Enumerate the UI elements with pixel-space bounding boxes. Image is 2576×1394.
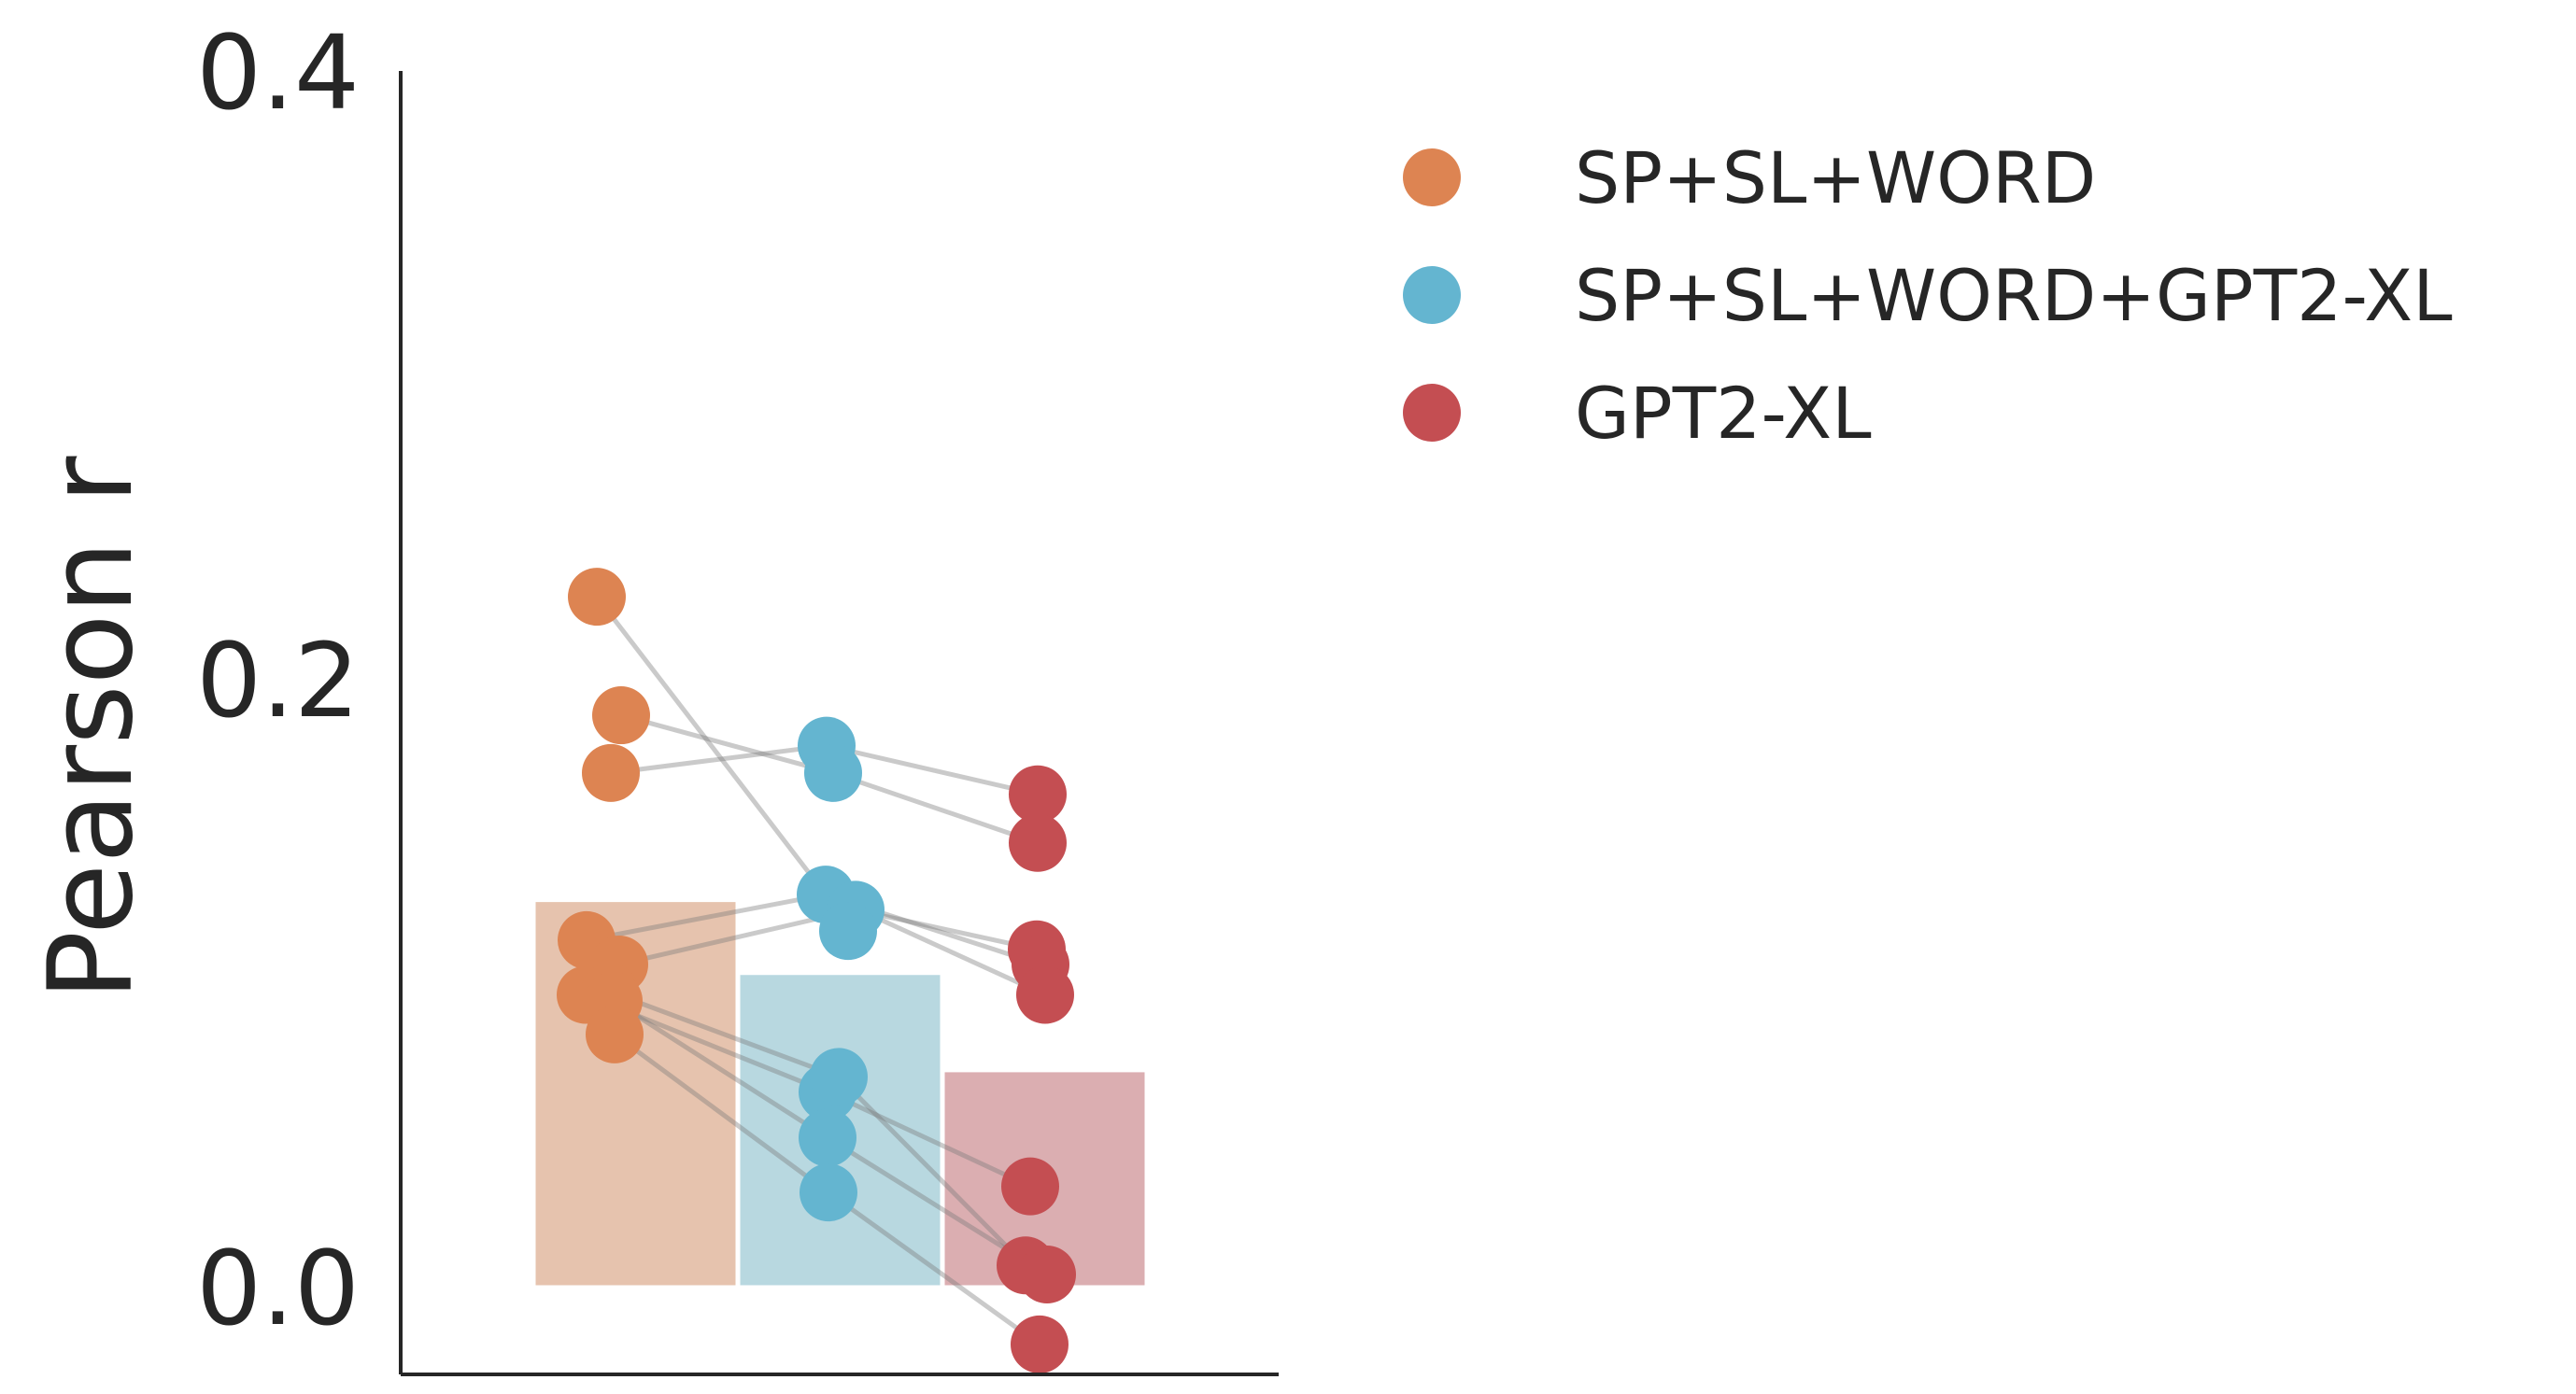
data-point [1009,765,1067,824]
y-tick-labels: 0.0 0.2 0.4 [196,13,360,1348]
data-point [586,1005,644,1063]
legend: SP+SL+WORD SP+SL+WORD+GPT2-XL GPT2-XL [1403,136,2453,455]
legend-marker [1403,148,1461,206]
legend-label: SP+SL+WORD [1575,136,2096,219]
data-points [557,568,1076,1373]
data-point [1009,813,1067,872]
data-point [1001,1157,1059,1216]
data-point [810,1048,868,1106]
y-tick-label: 0.4 [196,13,360,133]
y-axis-label: Pearson r [24,456,159,1000]
data-point [819,902,877,961]
legend-label: SP+SL+WORD+GPT2-XL [1575,254,2453,337]
data-point [568,568,626,627]
legend-label: GPT2-XL [1575,372,1872,455]
y-tick-label: 0.0 [196,1229,360,1348]
data-point [1016,965,1074,1024]
axes [399,71,1279,1376]
data-point [804,743,862,802]
data-point [1011,1315,1069,1373]
y-tick-label: 0.2 [196,621,360,740]
legend-marker [1403,384,1461,442]
data-point [592,686,650,745]
data-point [800,1163,857,1222]
data-point [799,1108,856,1167]
data-point [582,743,640,802]
data-point [1018,1245,1076,1303]
legend-marker [1403,266,1461,324]
